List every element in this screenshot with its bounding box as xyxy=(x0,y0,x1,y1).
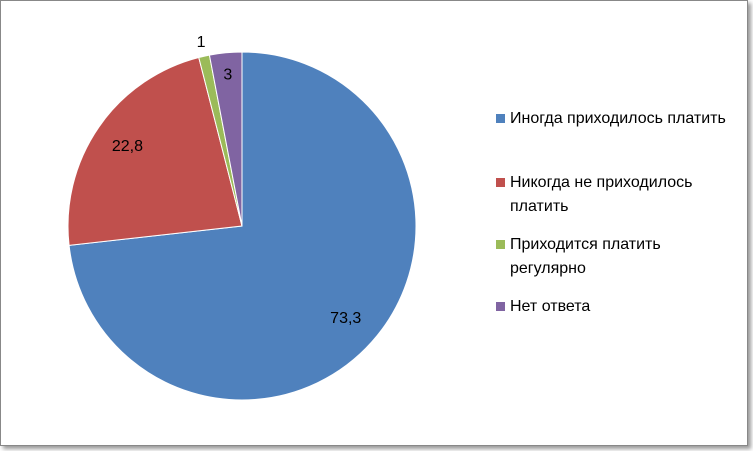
legend-swatch xyxy=(496,114,505,123)
pie-slice xyxy=(68,51,417,401)
legend-label: Нет ответа xyxy=(510,298,591,315)
legend-entry: Никогда не приходилось платить xyxy=(496,171,740,219)
pie-slice xyxy=(67,56,243,246)
legend-swatch xyxy=(496,240,505,249)
legend-entry: Приходится платить регулярно xyxy=(496,233,740,281)
data-label: 3 xyxy=(223,67,232,84)
legend-label: Иногда приходилось платить xyxy=(510,110,726,127)
legend-entry: Нет ответа xyxy=(496,295,740,319)
legend-entry: Иногда приходилось платить xyxy=(496,107,740,131)
legend-label: Приходится платить регулярно xyxy=(510,236,661,277)
data-label: 73,3 xyxy=(330,310,361,327)
legend-swatch xyxy=(496,302,505,311)
pie-slice xyxy=(208,51,243,227)
data-label: 1 xyxy=(197,34,206,51)
legend-label: Никогда не приходилось платить xyxy=(510,174,693,215)
data-label: 22,8 xyxy=(112,138,143,155)
legend-swatch xyxy=(496,178,505,187)
